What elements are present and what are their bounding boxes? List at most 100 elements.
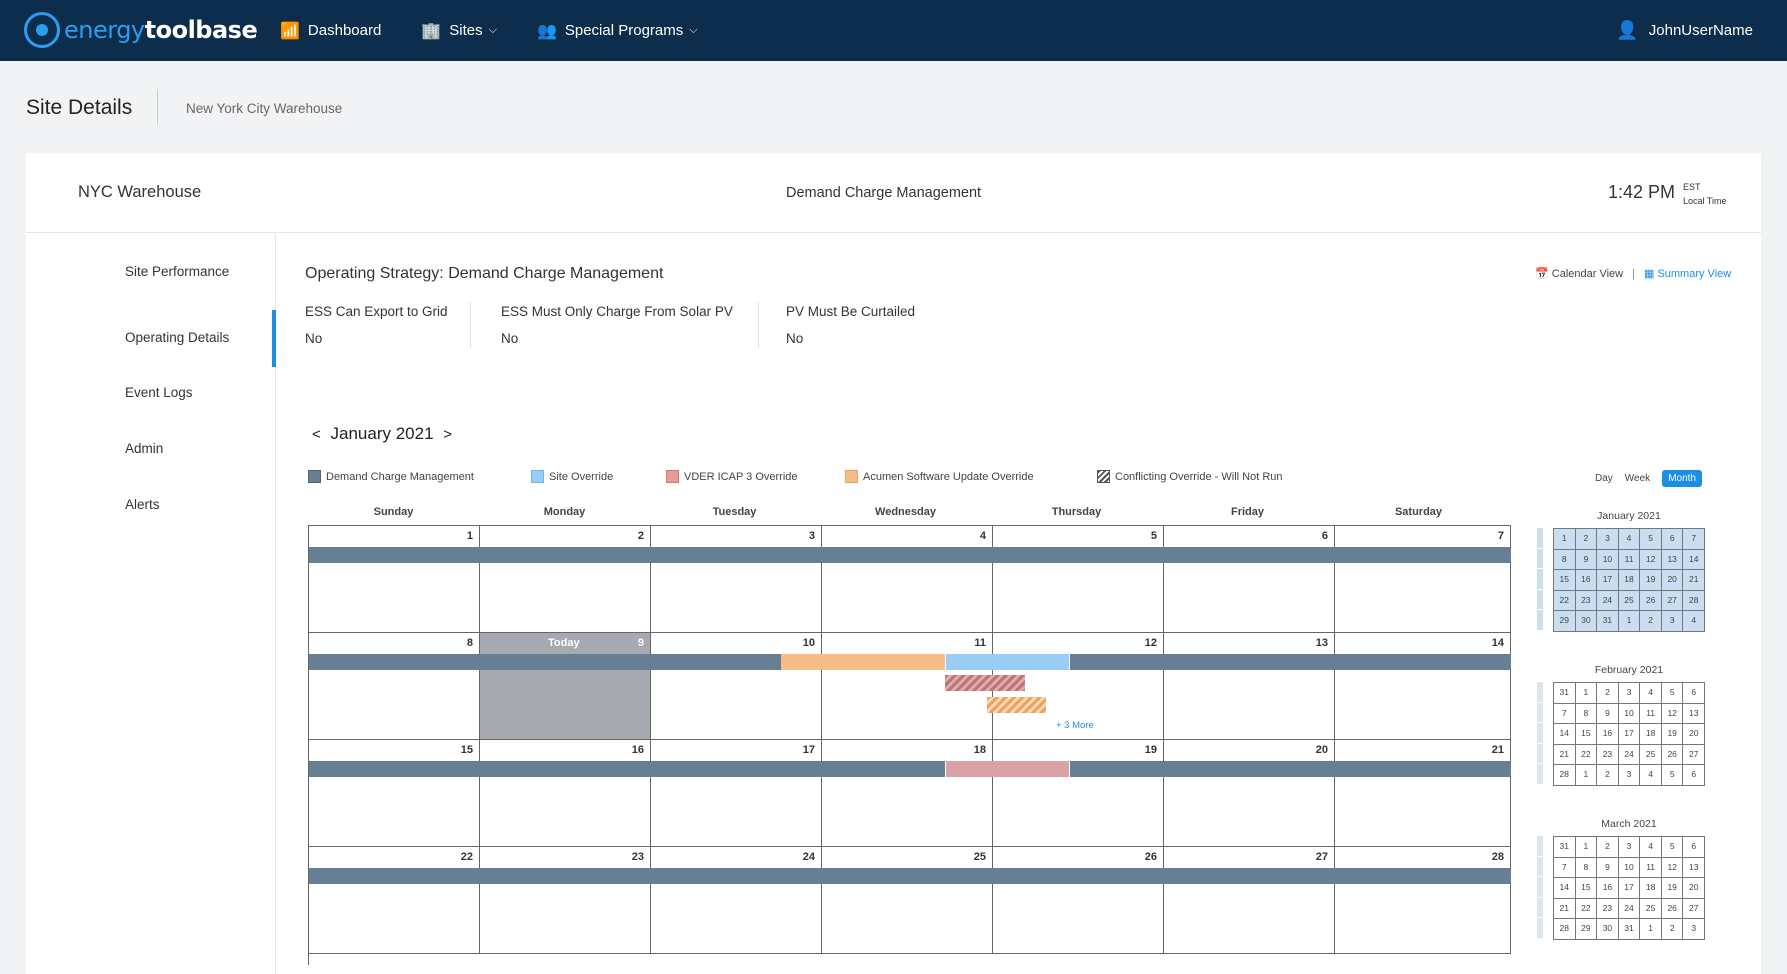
mini-calendar-day[interactable]: 11 xyxy=(1618,549,1641,570)
mini-calendar-day[interactable]: 8 xyxy=(1554,549,1576,570)
mini-calendar-day[interactable]: 7 xyxy=(1554,703,1576,724)
mini-calendar-day[interactable]: 28 xyxy=(1683,590,1706,611)
view-month-button[interactable]: Month xyxy=(1662,470,1702,487)
calendar-day[interactable]: 22 xyxy=(309,847,480,954)
event-bar-vder-override[interactable] xyxy=(945,761,1070,777)
mini-calendar-day[interactable]: 9 xyxy=(1575,549,1598,570)
mini-calendar-day[interactable]: 11 xyxy=(1640,857,1662,878)
prev-month-button[interactable]: < xyxy=(312,426,321,443)
mini-calendar-day[interactable]: 2 xyxy=(1661,919,1684,940)
calendar-day[interactable]: 1 xyxy=(309,526,480,633)
mini-calendar-day[interactable]: 12 xyxy=(1661,703,1684,724)
user-menu[interactable]: 👤 JohnUserName xyxy=(1616,0,1753,61)
mini-calendar-day[interactable]: 3 xyxy=(1618,765,1641,786)
mini-calendar-day[interactable]: 16 xyxy=(1597,878,1619,899)
mini-calendar-day[interactable]: 20 xyxy=(1683,724,1706,745)
week-marker[interactable] xyxy=(1537,528,1543,549)
mini-calendar-day[interactable]: 26 xyxy=(1640,590,1662,611)
week-marker[interactable] xyxy=(1537,877,1543,898)
mini-calendar-day[interactable]: 17 xyxy=(1618,724,1641,745)
week-marker[interactable] xyxy=(1537,702,1543,723)
mini-calendar-day[interactable]: 1 xyxy=(1575,837,1598,858)
mini-calendar-day[interactable]: 7 xyxy=(1554,857,1576,878)
event-bar-conflicting-vder[interactable] xyxy=(945,675,1025,691)
mini-calendar-day[interactable]: 2 xyxy=(1640,611,1662,632)
mini-calendar-day[interactable]: 4 xyxy=(1640,837,1662,858)
sidebar-item-admin[interactable]: Admin xyxy=(125,441,164,456)
mini-calendar-day[interactable]: 1 xyxy=(1640,919,1662,940)
calendar-day[interactable]: 6 xyxy=(1164,526,1335,633)
mini-calendar-day[interactable]: 2 xyxy=(1575,529,1598,550)
mini-calendar-day[interactable]: 22 xyxy=(1575,898,1598,919)
mini-calendar-day[interactable]: 28 xyxy=(1554,919,1576,940)
calendar-day[interactable]: 21 xyxy=(1335,740,1511,847)
mini-calendar-day[interactable]: 14 xyxy=(1554,724,1576,745)
week-marker[interactable] xyxy=(1537,836,1543,857)
mini-calendar-day[interactable]: 18 xyxy=(1640,878,1662,899)
week-marker[interactable] xyxy=(1537,918,1543,939)
nav-dashboard[interactable]: 📶 Dashboard xyxy=(280,21,381,41)
mini-calendar-day[interactable]: 27 xyxy=(1683,898,1706,919)
calendar-day[interactable]: 27 xyxy=(1164,847,1335,954)
mini-calendar-day[interactable]: 15 xyxy=(1554,570,1576,591)
sidebar-item-alerts[interactable]: Alerts xyxy=(125,497,160,512)
mini-calendar-day[interactable]: 7 xyxy=(1683,529,1706,550)
sidebar-item-operating-details[interactable]: Operating Details xyxy=(125,330,230,345)
mini-calendar-day[interactable]: 15 xyxy=(1575,878,1598,899)
calendar-day[interactable]: 24 xyxy=(651,847,822,954)
event-bar-demand-charge[interactable] xyxy=(1070,654,1511,670)
event-bar-demand-charge[interactable] xyxy=(309,868,1511,884)
calendar-day[interactable]: 14 xyxy=(1335,633,1511,740)
view-day-button[interactable]: Day xyxy=(1595,473,1613,484)
calendar-day[interactable]: 23 xyxy=(480,847,651,954)
mini-calendar-day[interactable]: 21 xyxy=(1554,898,1576,919)
mini-calendar-day[interactable]: 2 xyxy=(1597,683,1619,704)
week-marker[interactable] xyxy=(1537,764,1543,785)
next-month-button[interactable]: > xyxy=(443,426,453,443)
mini-calendar-day[interactable]: 3 xyxy=(1661,611,1684,632)
calendar-day[interactable]: 26 xyxy=(993,847,1164,954)
mini-calendar-day[interactable]: 22 xyxy=(1554,590,1576,611)
mini-calendar-day[interactable]: 1 xyxy=(1575,765,1598,786)
mini-calendar-day[interactable]: 2 xyxy=(1597,765,1619,786)
mini-calendar-day[interactable]: 25 xyxy=(1640,744,1662,765)
event-bar-demand-charge[interactable] xyxy=(309,654,781,670)
mini-calendar-day[interactable]: 24 xyxy=(1618,898,1641,919)
mini-calendar-day[interactable]: 24 xyxy=(1597,590,1619,611)
event-bar-conflicting-acumen[interactable] xyxy=(987,697,1046,713)
mini-calendar-day[interactable]: 29 xyxy=(1554,611,1576,632)
mini-calendar-day[interactable]: 5 xyxy=(1640,529,1662,550)
mini-calendar-day[interactable]: 24 xyxy=(1618,744,1641,765)
mini-calendar-day[interactable]: 18 xyxy=(1618,570,1641,591)
calendar-day[interactable]: 5 xyxy=(993,526,1164,633)
mini-calendar-day[interactable]: 12 xyxy=(1640,549,1662,570)
calendar-day[interactable]: 7 xyxy=(1335,526,1511,633)
mini-calendar-day[interactable]: 22 xyxy=(1575,744,1598,765)
mini-calendar-day[interactable]: 14 xyxy=(1554,878,1576,899)
calendar-day[interactable]: 12 xyxy=(993,633,1164,740)
breadcrumb[interactable]: New York City Warehouse xyxy=(186,101,343,116)
mini-calendar-day[interactable]: 11 xyxy=(1640,703,1662,724)
mini-calendar-day[interactable]: 6 xyxy=(1683,765,1706,786)
page-scrollbar[interactable] xyxy=(1783,61,1787,974)
mini-calendar-day[interactable]: 23 xyxy=(1597,898,1619,919)
mini-calendar-day[interactable]: 9 xyxy=(1597,857,1619,878)
mini-calendar-day[interactable]: 30 xyxy=(1575,611,1598,632)
mini-calendar-day[interactable]: 19 xyxy=(1661,724,1684,745)
mini-calendar-day[interactable]: 4 xyxy=(1618,529,1641,550)
week-marker[interactable] xyxy=(1537,548,1543,569)
mini-calendar-day[interactable]: 4 xyxy=(1640,683,1662,704)
week-marker[interactable] xyxy=(1537,723,1543,744)
mini-calendar-day[interactable]: 17 xyxy=(1618,878,1641,899)
mini-calendar-day[interactable]: 4 xyxy=(1640,765,1662,786)
calendar-view-link[interactable]: 📅 Calendar View xyxy=(1535,268,1623,280)
mini-calendar-day[interactable]: 23 xyxy=(1597,744,1619,765)
mini-calendar-day[interactable]: 31 xyxy=(1554,837,1576,858)
mini-calendar-day[interactable]: 10 xyxy=(1618,857,1641,878)
mini-calendar-day[interactable]: 3 xyxy=(1618,683,1641,704)
mini-calendar-day[interactable]: 31 xyxy=(1618,919,1641,940)
mini-calendar-day[interactable]: 1 xyxy=(1575,683,1598,704)
calendar-day[interactable]: 3 xyxy=(651,526,822,633)
nav-sites[interactable]: 🏢 Sites ⌵ xyxy=(421,21,497,41)
nav-special-programs[interactable]: 👥 Special Programs ⌵ xyxy=(537,21,698,41)
